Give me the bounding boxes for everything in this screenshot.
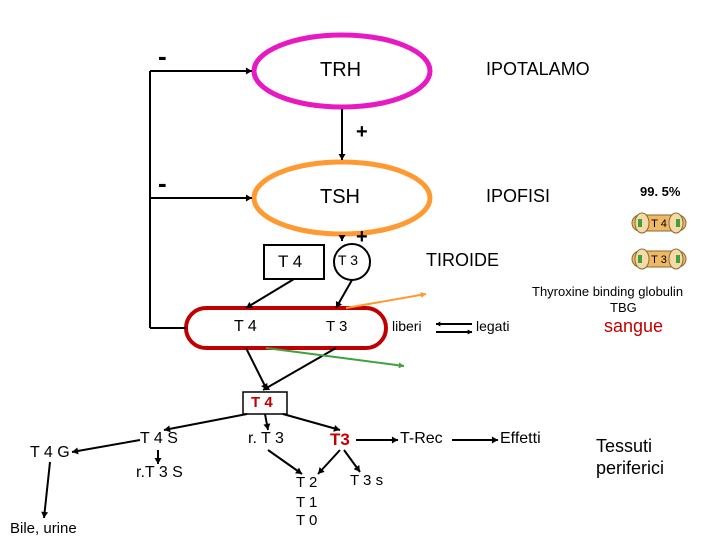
periferici: periferici bbox=[596, 458, 664, 479]
ipofisi: IPOFISI bbox=[486, 186, 550, 207]
t4-header: T 4 bbox=[251, 394, 273, 411]
t1: T 1 bbox=[296, 494, 317, 511]
legati: legati bbox=[476, 318, 509, 334]
bile-urine: Bile, urine bbox=[10, 520, 77, 537]
tiroide: TIROIDE bbox=[426, 250, 499, 271]
pct: 99. 5% bbox=[640, 184, 680, 199]
t3-blood: T 3 bbox=[326, 318, 347, 335]
trh-label: TRH bbox=[320, 59, 361, 82]
minus-trh: - bbox=[158, 41, 167, 72]
trec: T-Rec bbox=[400, 430, 443, 448]
tsh-label: TSH bbox=[320, 186, 360, 209]
tbg-1: Thyroxine binding globulin bbox=[532, 284, 683, 299]
diagram-canvas: T 4 T 3 TRH TSH + IPOTALAMO IPOFISI + T 4 T 3 TIR… bbox=[0, 0, 720, 540]
t4s: T 4 S bbox=[140, 430, 178, 448]
svg-text:T 4: T 4 bbox=[651, 218, 667, 230]
t0: T 0 bbox=[296, 512, 317, 529]
rt3: r. T 3 bbox=[248, 430, 284, 448]
tessuti: Tessuti bbox=[596, 436, 652, 457]
effetti: Effetti bbox=[500, 430, 541, 448]
tbg-2: TBG bbox=[610, 300, 637, 315]
liberi: liberi bbox=[392, 318, 422, 334]
ipotalamo: IPOTALAMO bbox=[486, 59, 590, 80]
t4-thyroid: T 4 bbox=[278, 252, 302, 272]
plus-2: + bbox=[356, 226, 368, 249]
sangue-label: sangue bbox=[604, 316, 663, 337]
t2: T 2 bbox=[296, 474, 317, 491]
t3-periph: T3 bbox=[330, 430, 350, 450]
plus-1: + bbox=[356, 121, 368, 144]
t3-thyroid: T 3 bbox=[338, 252, 358, 268]
t4g: T 4 G bbox=[30, 444, 70, 462]
t4-blood: T 4 bbox=[234, 318, 257, 336]
t3s: T 3 s bbox=[350, 472, 383, 489]
rt3s: r.T 3 S bbox=[136, 464, 183, 482]
minus-tsh: - bbox=[158, 168, 167, 199]
svg-text:T 3: T 3 bbox=[651, 254, 667, 266]
